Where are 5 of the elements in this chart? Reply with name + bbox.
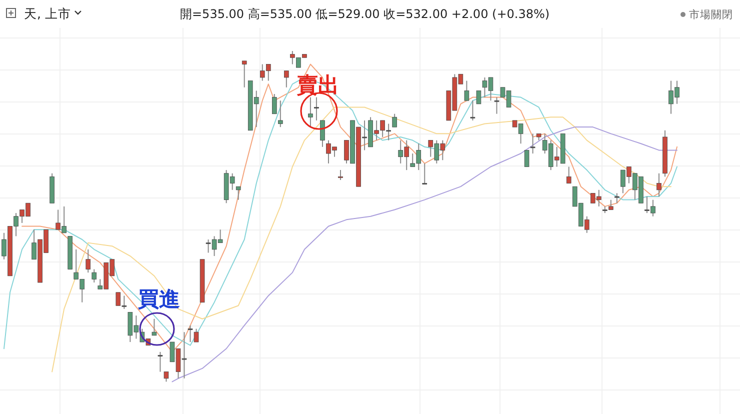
text: 市場關閉 [689,8,733,21]
annotation: 買進 [137,287,180,311]
chart-subtitle: 開=535.00 高=535.00 低=529.00 收=532.00 +2.00 (+0.38%) [180,7,550,21]
chart-title: 天, 上市 [24,6,71,21]
annotation: 賣出 [296,73,339,97]
